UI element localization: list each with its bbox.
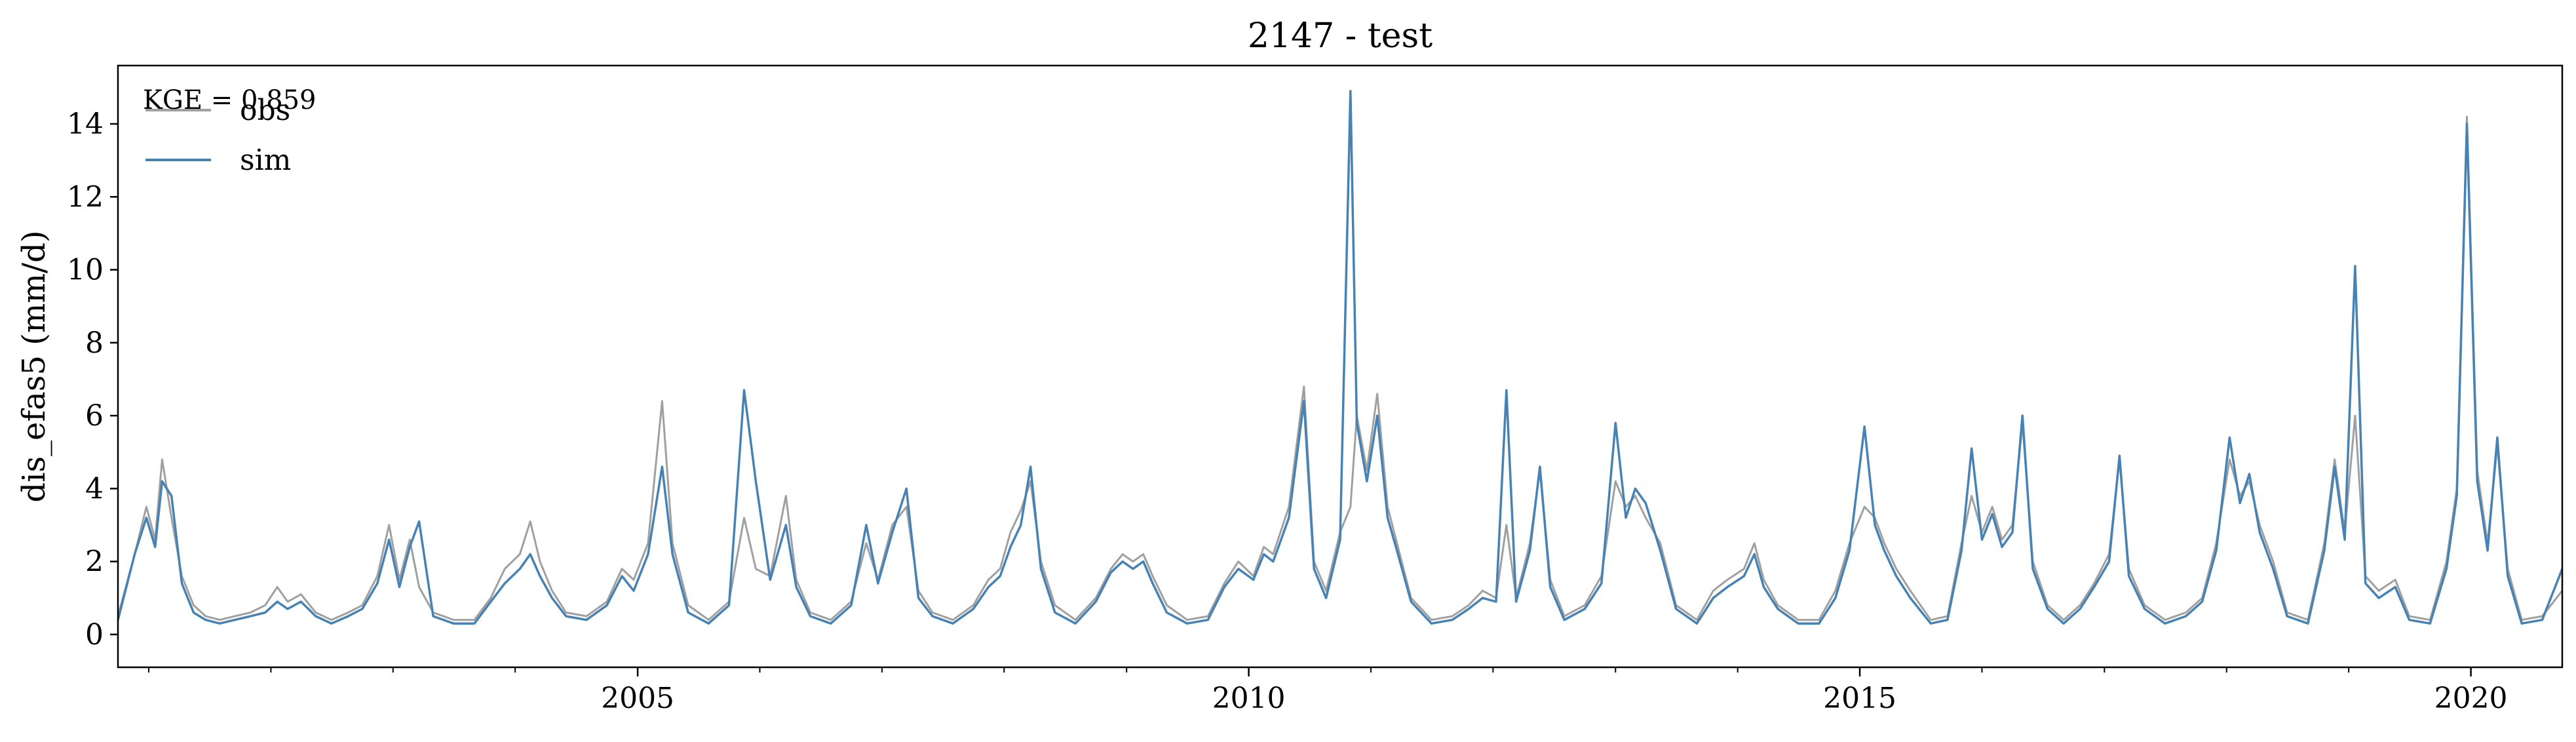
legend: obs sim xyxy=(145,94,291,177)
y-tick-label: 8 xyxy=(85,326,104,360)
x-tick-label: 2010 xyxy=(1212,682,1286,715)
series-layer xyxy=(118,90,2562,625)
series-line-obs xyxy=(118,115,2562,621)
x-tick-label: 2005 xyxy=(601,682,674,715)
y-tick-label: 12 xyxy=(67,180,104,214)
y-tick-label: 4 xyxy=(85,472,104,505)
series-line-sim xyxy=(118,90,2562,625)
plot-frame xyxy=(117,64,2564,669)
y-tick-label: 14 xyxy=(67,107,104,141)
y-tick-label: 10 xyxy=(67,254,104,287)
kge-annotation: KGE = 0.859 xyxy=(143,85,317,115)
legend-label-sim: sim xyxy=(240,144,291,177)
y-axis-label: dis_efas5 (mm/d) xyxy=(16,230,52,502)
x-tick-label: 2015 xyxy=(1823,682,1896,715)
y-tick-label: 0 xyxy=(85,618,104,652)
legend-label-obs: obs xyxy=(240,94,290,127)
y-tick-label: 6 xyxy=(85,399,104,433)
y-axis: 0 2 4 6 8 10 12 14 xyxy=(67,107,118,652)
x-tick-label: 2020 xyxy=(2434,682,2508,715)
x-axis: 2005 2010 2015 2020 xyxy=(147,667,2508,715)
y-tick-label: 2 xyxy=(85,545,104,579)
chart-title: 2147 - test xyxy=(1248,16,1432,56)
